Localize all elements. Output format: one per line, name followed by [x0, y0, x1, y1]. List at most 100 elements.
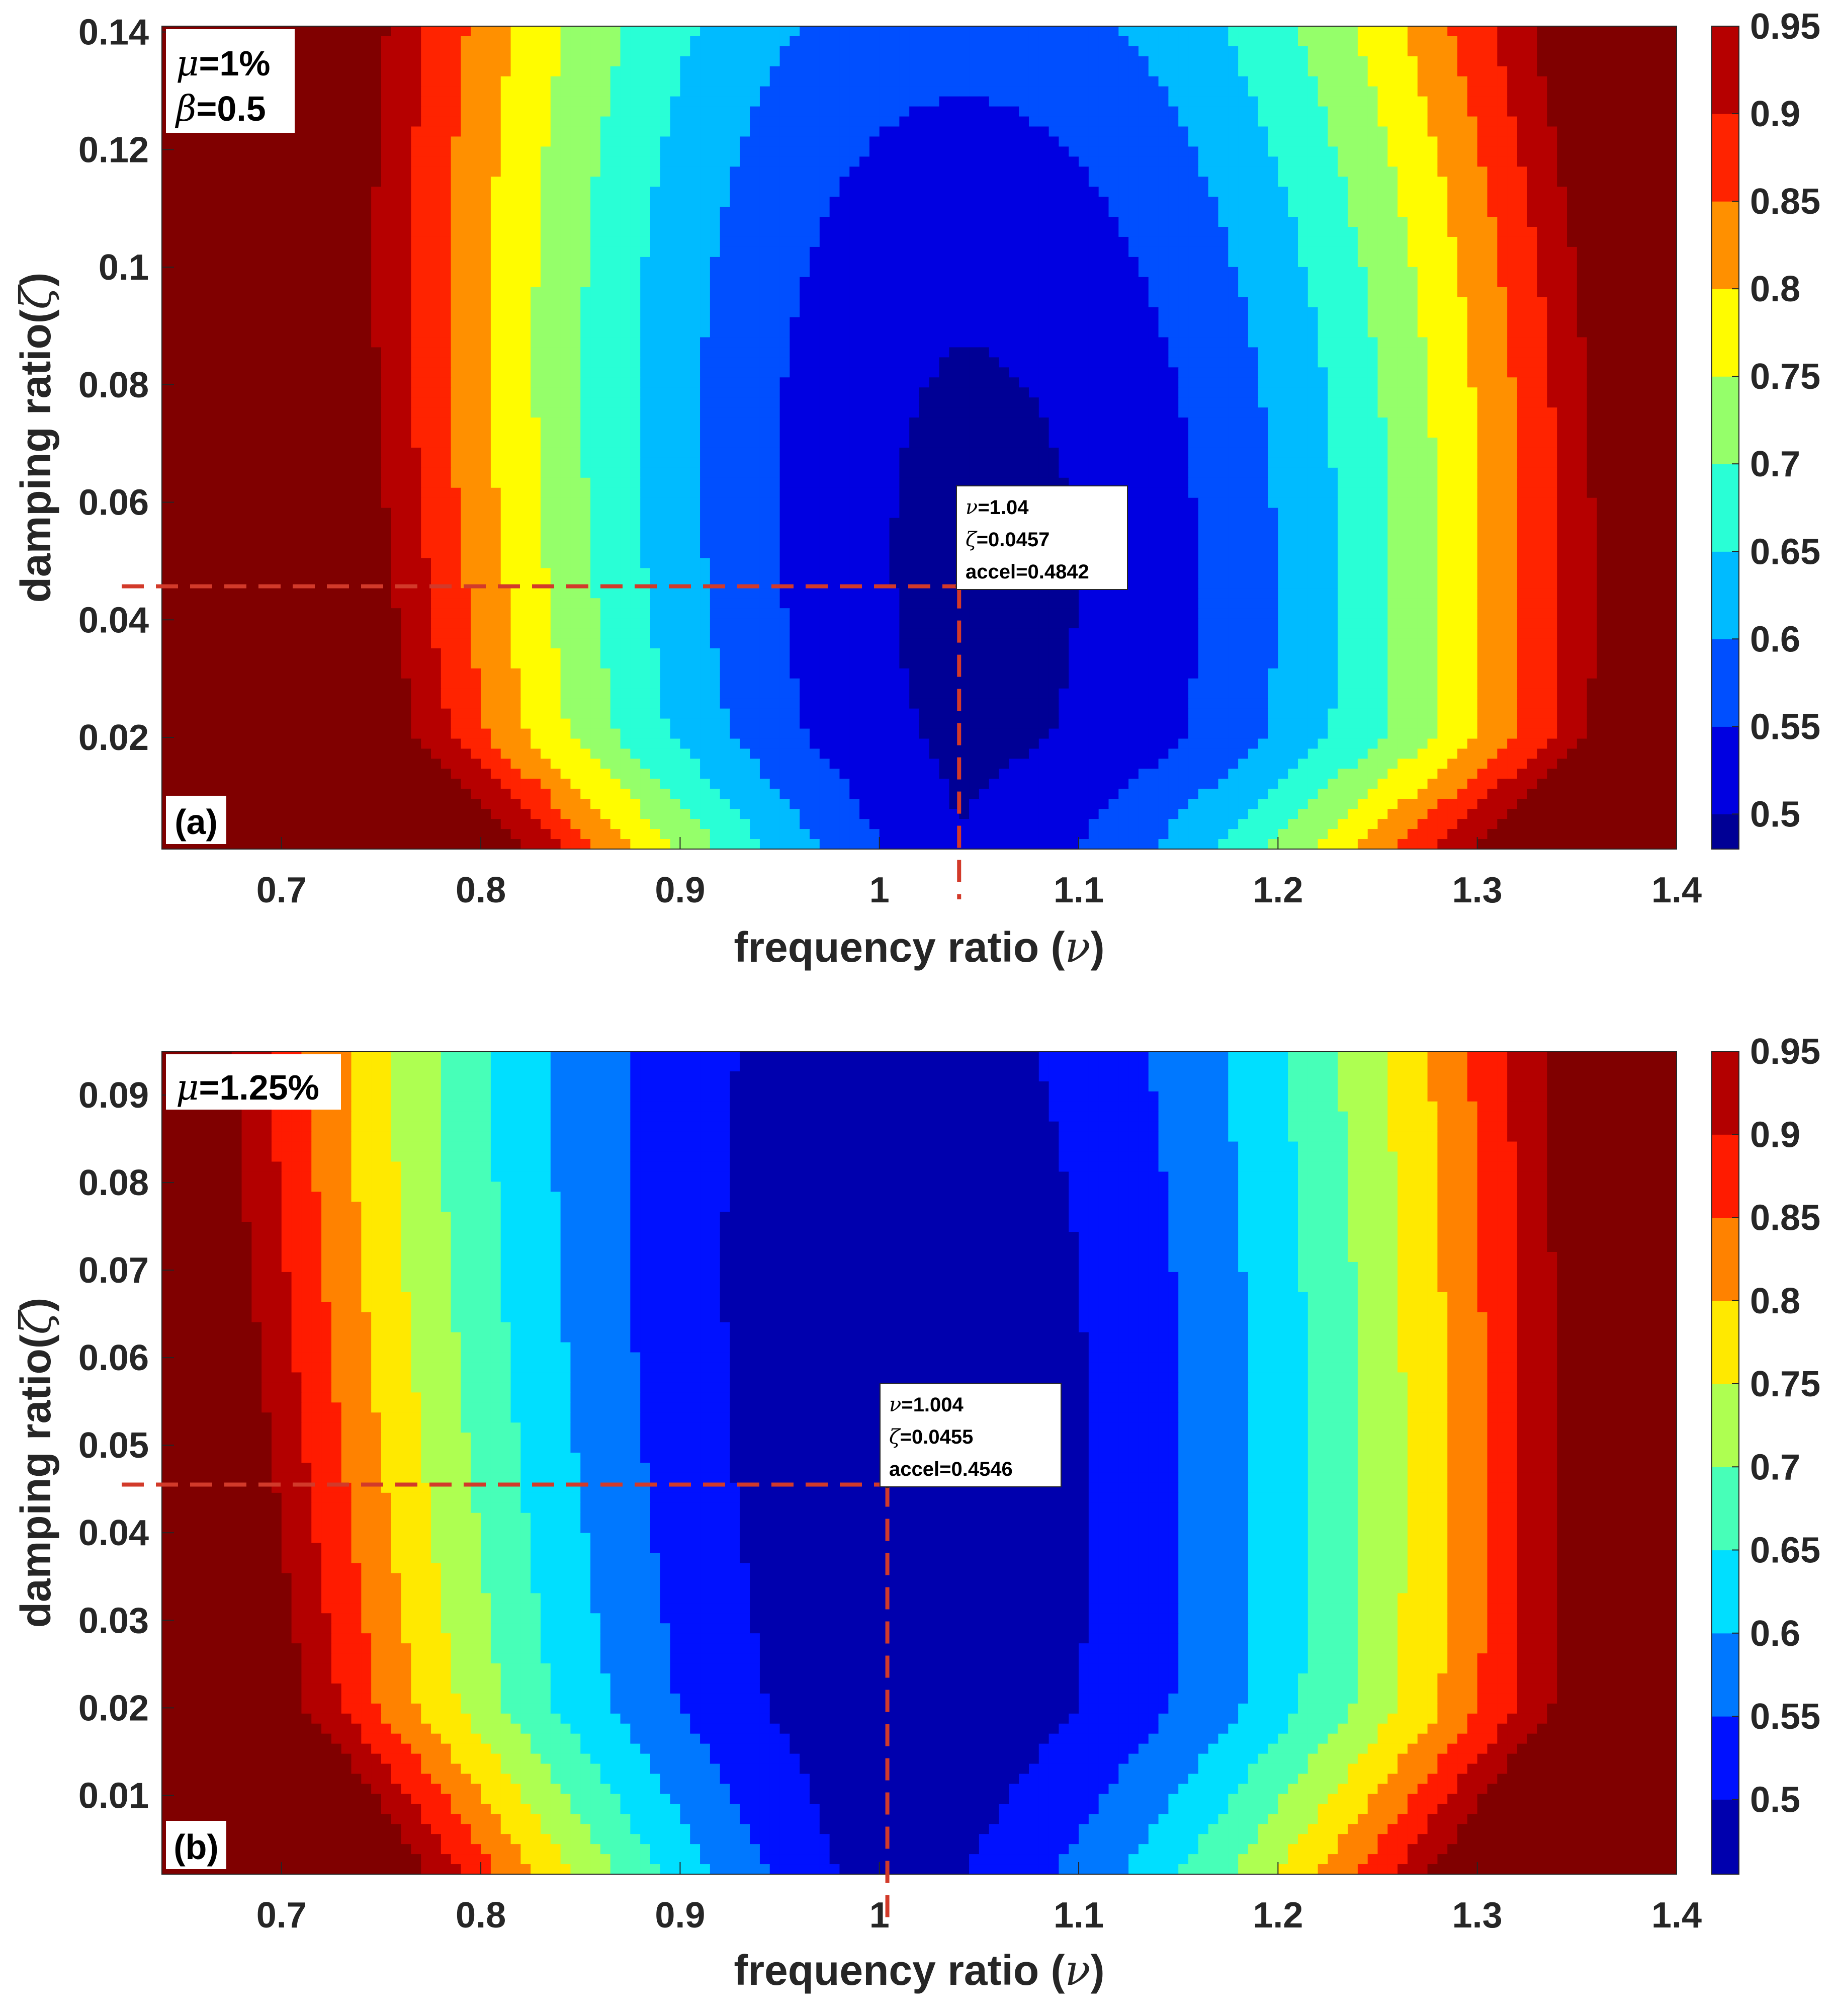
- contour-cell: [1038, 187, 1049, 197]
- contour-cell: [231, 337, 242, 348]
- contour-cell: [650, 307, 661, 318]
- contour-cell: [710, 236, 721, 247]
- contour-cell: [291, 327, 302, 338]
- contour-cell: [690, 96, 701, 107]
- contour-cell: [471, 327, 481, 338]
- contour-cell: [411, 207, 421, 217]
- contour-cell: [1477, 177, 1488, 187]
- contour-cell: [1009, 106, 1019, 117]
- contour-cell: [730, 26, 740, 37]
- contour-cell: [1587, 317, 1598, 328]
- contour-cell: [1646, 267, 1657, 278]
- contour-cell: [182, 156, 193, 167]
- contour-cell: [500, 307, 511, 318]
- contour-cell: [1517, 96, 1528, 107]
- contour-cell: [1437, 257, 1448, 268]
- contour-cell: [421, 136, 431, 147]
- contour-cell: [1318, 66, 1329, 77]
- contour-cell: [849, 246, 860, 258]
- contour-cell: [710, 46, 721, 57]
- contour-cell: [909, 166, 920, 177]
- contour-cell: [401, 227, 411, 237]
- contour-cell: [212, 207, 222, 217]
- contour-cell: [690, 227, 701, 237]
- contour-cell: [909, 287, 920, 298]
- contour-cell: [700, 197, 711, 207]
- contour-cell: [640, 116, 651, 127]
- contour-cell: [889, 337, 900, 348]
- contour-cell: [979, 246, 990, 258]
- contour-cell: [341, 187, 352, 197]
- contour-cell: [1497, 36, 1508, 47]
- contour-cell: [1288, 96, 1298, 107]
- contour-cell: [1667, 106, 1677, 117]
- contour-cell: [1108, 146, 1119, 157]
- contour-cell: [1118, 166, 1129, 177]
- contour-cell: [710, 76, 721, 87]
- contour-cell: [261, 267, 272, 278]
- contour-cell: [730, 177, 740, 187]
- contour-cell: [1278, 46, 1288, 57]
- contour-cell: [1367, 257, 1378, 268]
- contour-cell: [1178, 166, 1189, 177]
- contour-cell: [471, 307, 481, 318]
- contour-cell: [212, 156, 222, 167]
- contour-cell: [1268, 277, 1278, 288]
- contour-cell: [1158, 96, 1169, 107]
- contour-cell: [680, 327, 690, 338]
- contour-cell: [680, 217, 690, 227]
- contour-cell: [1587, 36, 1598, 47]
- contour-cell: [1218, 327, 1229, 338]
- contour-cell: [1268, 317, 1278, 328]
- contour-cell: [490, 136, 501, 147]
- contour-cell: [1148, 227, 1159, 237]
- contour-cell: [451, 26, 462, 37]
- contour-cell: [301, 166, 312, 177]
- contour-cell: [1318, 76, 1329, 87]
- contour-cell: [1198, 257, 1209, 268]
- contour-cell: [1228, 166, 1239, 177]
- contour-cell: [1098, 287, 1109, 298]
- contour-cell: [1417, 56, 1428, 67]
- contour-cell: [461, 116, 471, 127]
- contour-cell: [1387, 96, 1398, 107]
- contour-cell: [999, 187, 1009, 197]
- contour-cell: [1377, 136, 1388, 147]
- contour-cell: [1636, 156, 1647, 167]
- contour-cell: [1258, 317, 1269, 328]
- contour-cell: [810, 66, 820, 77]
- contour-cell: [879, 277, 890, 288]
- contour-cell: [361, 26, 372, 37]
- contour-cell: [859, 36, 870, 47]
- contour-cell: [1646, 56, 1657, 67]
- contour-cell: [710, 246, 721, 258]
- contour-cell: [720, 146, 731, 157]
- contour-cell: [959, 96, 970, 107]
- contour-cell: [1447, 136, 1458, 147]
- contour-cell: [740, 217, 750, 227]
- contour-cell: [1059, 187, 1069, 197]
- contour-cell: [321, 297, 332, 308]
- contour-cell: [1667, 76, 1677, 87]
- contour-cell: [560, 287, 571, 298]
- contour-cell: [730, 227, 740, 237]
- contour-cell: [1278, 277, 1288, 288]
- contour-cell: [271, 146, 282, 157]
- contour-cell: [1128, 347, 1139, 358]
- contour-cell: [1218, 197, 1229, 207]
- contour-cell: [909, 297, 920, 308]
- contour-cell: [192, 297, 202, 308]
- contour-cell: [1028, 76, 1039, 87]
- contour-cell: [670, 297, 681, 308]
- contour-cell: [1028, 106, 1039, 117]
- contour-cell: [1108, 277, 1119, 288]
- contour-cell: [1557, 267, 1567, 278]
- contour-cell: [1407, 126, 1418, 137]
- contour-cell: [590, 297, 601, 308]
- contour-cell: [1158, 207, 1169, 217]
- contour-cell: [490, 156, 501, 167]
- contour-cell: [1059, 126, 1069, 137]
- contour-cell: [202, 317, 212, 328]
- contour-cell: [212, 217, 222, 227]
- contour-cell: [859, 46, 870, 57]
